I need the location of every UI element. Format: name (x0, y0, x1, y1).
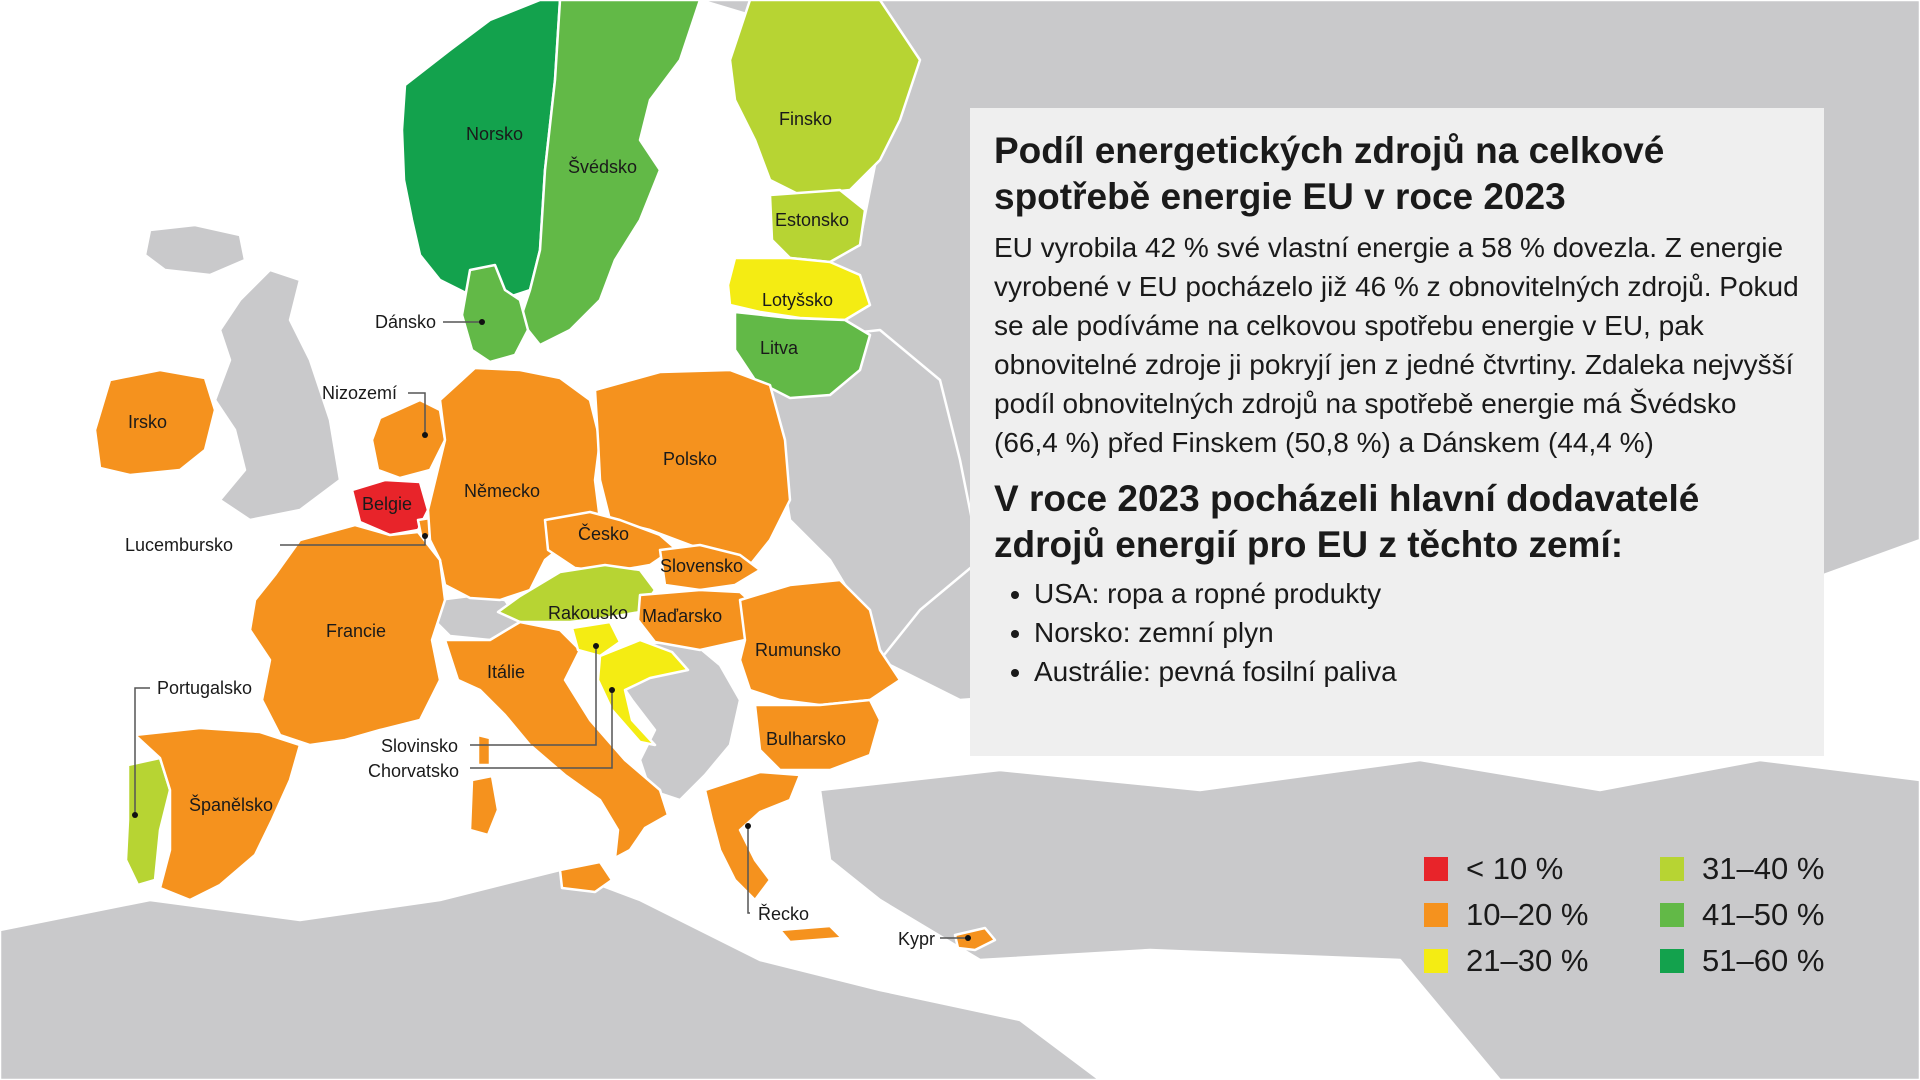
leader-nizozemi (408, 392, 426, 435)
legend-label: 41–50 % (1702, 897, 1825, 932)
land-africa (0, 868, 1102, 1080)
country-francie-corsica (476, 733, 492, 767)
legend-item: < 10 % (1424, 851, 1563, 887)
country-litva (733, 310, 872, 400)
label-polsko: Polsko (663, 449, 717, 469)
supplier-list: USA: ropa a ropné produkty Norsko: zemní… (994, 574, 1800, 691)
panel-body: EU vyrobila 42 % své vlastní energie a 5… (994, 232, 1799, 458)
label-cesko: Česko (578, 523, 629, 544)
land-iceland (143, 223, 247, 277)
legend-swatch (1424, 949, 1448, 973)
eu-countries (93, 0, 997, 952)
legend-swatch (1424, 857, 1448, 881)
legend-swatch (1660, 949, 1684, 973)
label-nemecko: Německo (464, 481, 540, 501)
label-chorvatsko: Chorvatsko (368, 761, 459, 781)
leader-slovinsko (470, 646, 597, 746)
legend-swatch (1660, 903, 1684, 927)
country-francie (248, 523, 447, 747)
label-svedsko: Švédsko (568, 156, 637, 177)
country-recko-crete (778, 924, 844, 944)
leader-dot-lucembursko (422, 533, 428, 539)
country-portugalsko (124, 756, 172, 887)
panel-title: Podíl energetických zdrojů na celkové sp… (994, 130, 1665, 217)
label-belgie: Belgie (362, 494, 412, 514)
legend-item: 41–50 % (1660, 897, 1824, 933)
label-rumunsko: Rumunsko (755, 640, 841, 660)
country-irsko (93, 368, 217, 477)
label-nizozemi: Nizozemí (322, 383, 397, 403)
label-rakousko: Rakousko (548, 603, 628, 623)
country-spanelsko (133, 726, 302, 902)
land-turkey (818, 758, 1920, 1080)
country-dansko (460, 263, 530, 364)
legend-label: 51–60 % (1702, 943, 1825, 978)
country-slovensko (658, 543, 762, 592)
label-bulharsko: Bulharsko (766, 729, 846, 749)
country-norsko (400, 0, 562, 302)
label-kypr: Kypr (898, 929, 935, 949)
legend-item: 31–40 % (1660, 851, 1824, 887)
label-francie: Francie (326, 621, 386, 641)
label-madarsko: Maďarsko (642, 606, 722, 626)
leader-chorvatsko (470, 690, 613, 769)
supplier-item: Norsko: zemní plyn (1034, 613, 1800, 652)
legend-swatch (1660, 857, 1684, 881)
country-svedsko (518, 0, 702, 347)
legend-item: 21–30 % (1424, 943, 1588, 979)
legend-swatch (1424, 903, 1448, 927)
panel-subtitle: V roce 2023 pocházeli hlavní dodavatelé … (994, 478, 1700, 565)
leader-dot-dansko (479, 319, 485, 325)
label-dansko: Dánsko (375, 312, 436, 332)
label-litva: Litva (760, 338, 799, 358)
label-slovinsko: Slovinsko (381, 736, 458, 756)
leader-lines (132, 319, 971, 941)
label-estonsko: Estonsko (775, 210, 849, 230)
legend-label: 21–30 % (1466, 943, 1589, 978)
leader-dot-portugalsko (132, 812, 138, 818)
label-lotyssko: Lotyšsko (762, 290, 833, 310)
leader-dot-kypr (965, 935, 971, 941)
country-slovinsko (570, 620, 622, 658)
supplier-item: Austrálie: pevná fosilní paliva (1034, 652, 1800, 691)
country-italie (443, 620, 670, 860)
legend-item: 10–20 % (1424, 897, 1588, 933)
label-recko: Řecko (758, 904, 809, 924)
country-labels: Norsko Švédsko Finsko Estonsko Lotyšsko … (125, 109, 935, 949)
legend-label: < 10 % (1466, 851, 1564, 886)
country-italie-sicily (558, 860, 614, 894)
label-spanelsko: Španělsko (189, 794, 273, 815)
legend-item: 51–60 % (1660, 943, 1824, 979)
supplier-item: USA: ropa a ropné produkty (1034, 574, 1800, 613)
leader-portugalsko (134, 687, 150, 815)
legend-label: 31–40 % (1702, 851, 1825, 886)
country-italie-sardinia (468, 774, 500, 837)
country-chorvatsko (596, 638, 690, 747)
country-bulharsko (753, 698, 882, 772)
leader-dot-recko (745, 823, 751, 829)
info-panel: Podíl energetických zdrojů na celkové sp… (970, 108, 1824, 756)
label-norsko: Norsko (466, 124, 523, 144)
label-irsko: Irsko (128, 412, 167, 432)
country-nizozemi (370, 398, 447, 480)
label-lucembursko: Lucembursko (125, 535, 233, 555)
leader-dot-chorvatsko (609, 687, 615, 693)
leader-recko (747, 826, 750, 914)
legend-label: 10–20 % (1466, 897, 1589, 932)
country-kypr (953, 926, 997, 952)
land-britain (213, 268, 342, 522)
country-recko (703, 770, 802, 902)
label-portugalsko: Portugalsko (157, 678, 252, 698)
label-italie: Itálie (487, 662, 525, 682)
label-slovensko: Slovensko (660, 556, 743, 576)
country-estonsko (768, 188, 867, 264)
label-finsko: Finsko (779, 109, 832, 129)
country-rakousko (496, 563, 657, 624)
leader-dot-slovinsko (593, 643, 599, 649)
leader-dot-nizozemi (422, 432, 428, 438)
